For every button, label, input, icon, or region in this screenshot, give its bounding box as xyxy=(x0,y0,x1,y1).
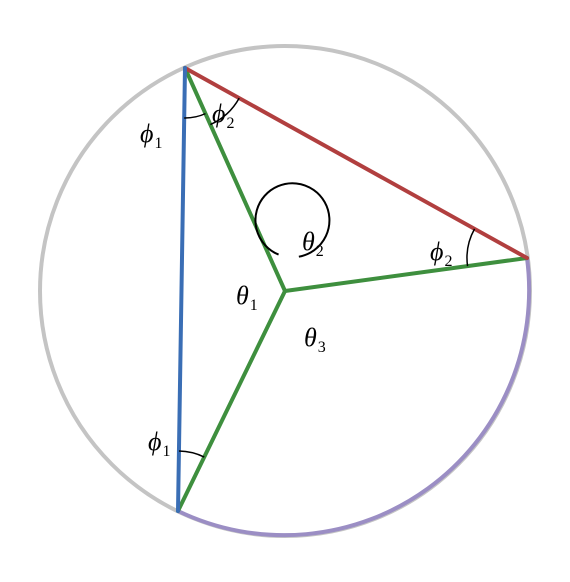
inscribed-angle-diagram: θ1 θ2 θ3 ϕ1 ϕ2 ϕ2 ϕ1 xyxy=(0,0,570,582)
radius-3 xyxy=(178,291,285,511)
red-chord xyxy=(185,68,527,258)
label-theta2: θ2 xyxy=(302,227,324,260)
radius-1 xyxy=(185,68,285,291)
label-phi1_bottom: ϕ1 xyxy=(148,427,170,460)
label-phi1_top: ϕ1 xyxy=(140,119,162,152)
label-theta1: θ1 xyxy=(236,281,258,314)
blue-chord xyxy=(178,68,185,511)
vertex-angle-arc-1 xyxy=(184,114,205,118)
arc-bottom-right xyxy=(178,258,529,535)
radius-2 xyxy=(285,258,527,291)
vertex-angle-arc-3 xyxy=(467,229,475,266)
label-theta3: θ3 xyxy=(304,323,326,356)
label-phi2_right: ϕ2 xyxy=(430,237,452,270)
vertex-angle-arc-4 xyxy=(179,451,204,457)
label-phi2_top: ϕ2 xyxy=(212,99,234,132)
